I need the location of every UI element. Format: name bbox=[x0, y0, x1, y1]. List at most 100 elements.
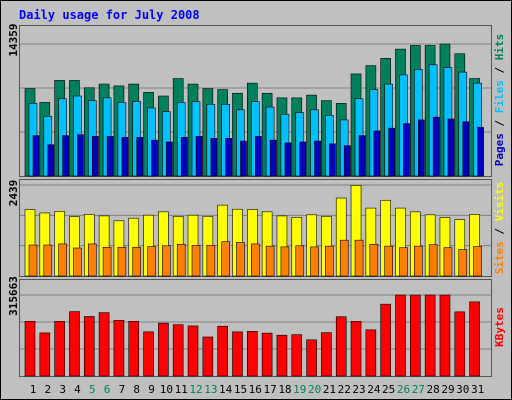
x-tick-label: 13 bbox=[204, 383, 217, 396]
x-tick-label: 20 bbox=[308, 383, 321, 396]
legend-separator: / bbox=[493, 60, 506, 80]
kbytes-bar bbox=[39, 332, 51, 377]
x-tick-label: 30 bbox=[456, 383, 469, 396]
pages-bar bbox=[373, 130, 381, 177]
x-tick-label: 8 bbox=[133, 383, 140, 396]
pages-bar bbox=[388, 127, 395, 177]
x-tick-label: 28 bbox=[427, 383, 440, 396]
sites-bar bbox=[73, 247, 82, 277]
pages-bar bbox=[358, 135, 366, 177]
legend-separator: / bbox=[493, 113, 506, 133]
sites-bar bbox=[191, 245, 201, 277]
sites-bar bbox=[117, 246, 127, 277]
pages-bar bbox=[225, 138, 232, 177]
pages-bar bbox=[299, 141, 307, 177]
visits-panel-max-label: 2439 bbox=[7, 180, 20, 207]
x-tick-label: 24 bbox=[367, 383, 381, 396]
kbytes-panel-max-label: 315663 bbox=[7, 276, 20, 316]
x-tick-label: 4 bbox=[74, 383, 81, 396]
pages-bar bbox=[314, 140, 321, 177]
kbytes-bar bbox=[202, 336, 214, 377]
sites-bar bbox=[251, 243, 260, 277]
kbytes-bar bbox=[69, 311, 80, 377]
pages-bar bbox=[47, 144, 55, 177]
x-tick-label: 18 bbox=[278, 383, 291, 396]
hits-panel-max-label: 14359 bbox=[7, 23, 20, 56]
pages-bar bbox=[91, 136, 99, 177]
kbytes-bar bbox=[128, 321, 140, 377]
x-tick-label: 2 bbox=[45, 383, 52, 396]
x-tick-label: 19 bbox=[293, 383, 306, 396]
sites-bar bbox=[28, 244, 38, 277]
hits-panel-bars bbox=[20, 43, 491, 177]
x-tick-label: 12 bbox=[189, 383, 202, 396]
x-tick-label: 25 bbox=[382, 383, 395, 396]
kbytes-bar bbox=[98, 312, 110, 377]
kbytes-bar bbox=[172, 324, 184, 377]
chart-title: Daily usage for July 2008 bbox=[19, 8, 200, 22]
x-tick-label: 16 bbox=[249, 383, 262, 396]
legend-pages: Pages bbox=[493, 133, 506, 166]
legend-hits: Hits bbox=[493, 34, 506, 61]
sites-bar bbox=[58, 243, 67, 277]
x-tick-label: 31 bbox=[471, 383, 484, 396]
sites-bar bbox=[369, 243, 379, 277]
sites-bar bbox=[458, 249, 468, 277]
kbytes-bar bbox=[365, 329, 377, 377]
kbytes-bar bbox=[350, 321, 362, 377]
sites-bar bbox=[132, 246, 142, 277]
legend-text: Sites / Visits bbox=[493, 182, 506, 275]
kbytes-panel-legend: KBytes bbox=[493, 307, 506, 347]
sites-bar bbox=[414, 245, 423, 277]
pages-bar bbox=[121, 137, 129, 177]
pages-bar bbox=[77, 134, 84, 177]
kbytes-bar bbox=[306, 339, 317, 377]
pages-bar bbox=[343, 145, 351, 177]
x-tick-label: 27 bbox=[412, 383, 425, 396]
pages-bar bbox=[403, 123, 410, 177]
pages-bar bbox=[195, 136, 203, 177]
pages-bar bbox=[432, 116, 440, 177]
x-tick-label: 10 bbox=[160, 383, 173, 396]
kbytes-bar bbox=[454, 311, 466, 377]
x-tick-label: 17 bbox=[263, 383, 276, 396]
pages-bar bbox=[284, 142, 292, 177]
legend-separator: / bbox=[493, 221, 506, 241]
x-tick-label: 3 bbox=[59, 383, 66, 396]
pages-bar bbox=[240, 140, 247, 177]
sites-bar bbox=[325, 245, 334, 277]
sites-bar bbox=[221, 241, 230, 277]
x-tick-label: 1 bbox=[30, 383, 37, 396]
visits-panel-bars bbox=[20, 184, 491, 277]
legend-visits: Visits bbox=[493, 182, 506, 222]
legend-text: KBytes bbox=[493, 307, 506, 347]
kbytes-bar bbox=[469, 301, 480, 377]
kbytes-bar bbox=[187, 325, 199, 377]
sites-bar bbox=[147, 246, 156, 277]
kbytes-bar bbox=[143, 331, 154, 377]
sites-bar bbox=[339, 239, 349, 277]
x-tick-label: 22 bbox=[338, 383, 351, 396]
kbytes-bar bbox=[276, 334, 288, 377]
sites-bar bbox=[236, 242, 245, 277]
x-axis-labels: 1 2 3 4 5 6 7 8 9 10 11 12 13 14 15 16 17 18 19 20 21 22 23 24 2… bbox=[30, 383, 485, 396]
x-tick-label: 14 bbox=[219, 383, 233, 396]
kbytes-bar bbox=[24, 321, 36, 377]
x-tick-label: 15 bbox=[234, 383, 247, 396]
sites-bar bbox=[295, 245, 305, 277]
kbytes-bar bbox=[113, 320, 125, 377]
pages-bar bbox=[462, 121, 470, 177]
pages-bar bbox=[166, 141, 173, 177]
pages-bar bbox=[329, 143, 336, 177]
pages-bar bbox=[447, 118, 455, 177]
pages-bar bbox=[477, 126, 484, 177]
pages-bar bbox=[418, 119, 425, 177]
kbytes-bar bbox=[410, 294, 421, 377]
pages-bar bbox=[106, 136, 114, 177]
sites-bar bbox=[162, 245, 171, 277]
sites-bar bbox=[206, 245, 216, 277]
pages-bar bbox=[180, 137, 188, 177]
kbytes-bar bbox=[158, 322, 169, 377]
sites-bar bbox=[473, 246, 482, 277]
